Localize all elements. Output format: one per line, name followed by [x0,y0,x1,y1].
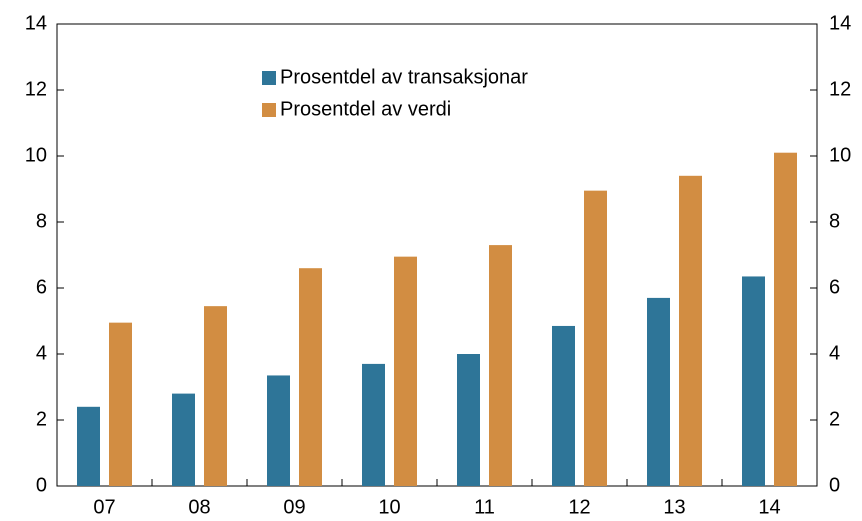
y-tick-label: 0 [36,474,47,496]
x-tick-label: 11 [474,496,495,518]
bar [362,363,385,486]
y-tick-label: 12 [25,78,47,100]
x-tick-label: 07 [93,496,115,518]
y-tick-label: 6 [36,276,47,298]
x-tick-label: 09 [283,496,305,518]
y-tick-label: 4 [36,342,47,364]
legend-swatch [262,71,276,85]
y2-tick-label: 8 [829,210,840,232]
legend-label: Prosentdel av verdi [280,98,451,120]
x-tick-label: 12 [568,496,590,518]
legend-label: Prosentdel av transaksjonar [280,66,528,88]
bar [109,322,132,486]
bar [742,276,765,486]
y2-tick-label: 2 [829,408,840,430]
y-tick-label: 10 [25,144,47,166]
y2-tick-label: 6 [829,276,840,298]
plot-frame [56,23,818,487]
y-tick-label: 2 [36,408,47,430]
x-tick-label: 13 [663,496,685,518]
y-tick-label: 8 [36,210,47,232]
bar [77,406,100,486]
y2-tick-label: 10 [829,144,851,166]
bar [172,393,195,486]
bar [267,375,290,486]
bar [299,268,322,486]
y-tick-label: 14 [25,12,47,34]
bar [394,256,417,486]
bar [489,245,512,486]
y2-tick-label: 0 [829,474,840,496]
y2-tick-label: 12 [829,78,851,100]
bar [679,175,702,487]
bar [552,325,575,486]
bar [204,306,227,486]
bar [647,297,670,486]
y2-tick-label: 14 [829,12,851,34]
legend-swatch [262,103,276,117]
x-tick-label: 08 [188,496,210,518]
x-tick-label: 14 [758,496,780,518]
bar [774,152,797,486]
x-tick-label: 10 [378,496,400,518]
bar [457,354,480,486]
bar [584,190,607,486]
y2-tick-label: 4 [829,342,840,364]
